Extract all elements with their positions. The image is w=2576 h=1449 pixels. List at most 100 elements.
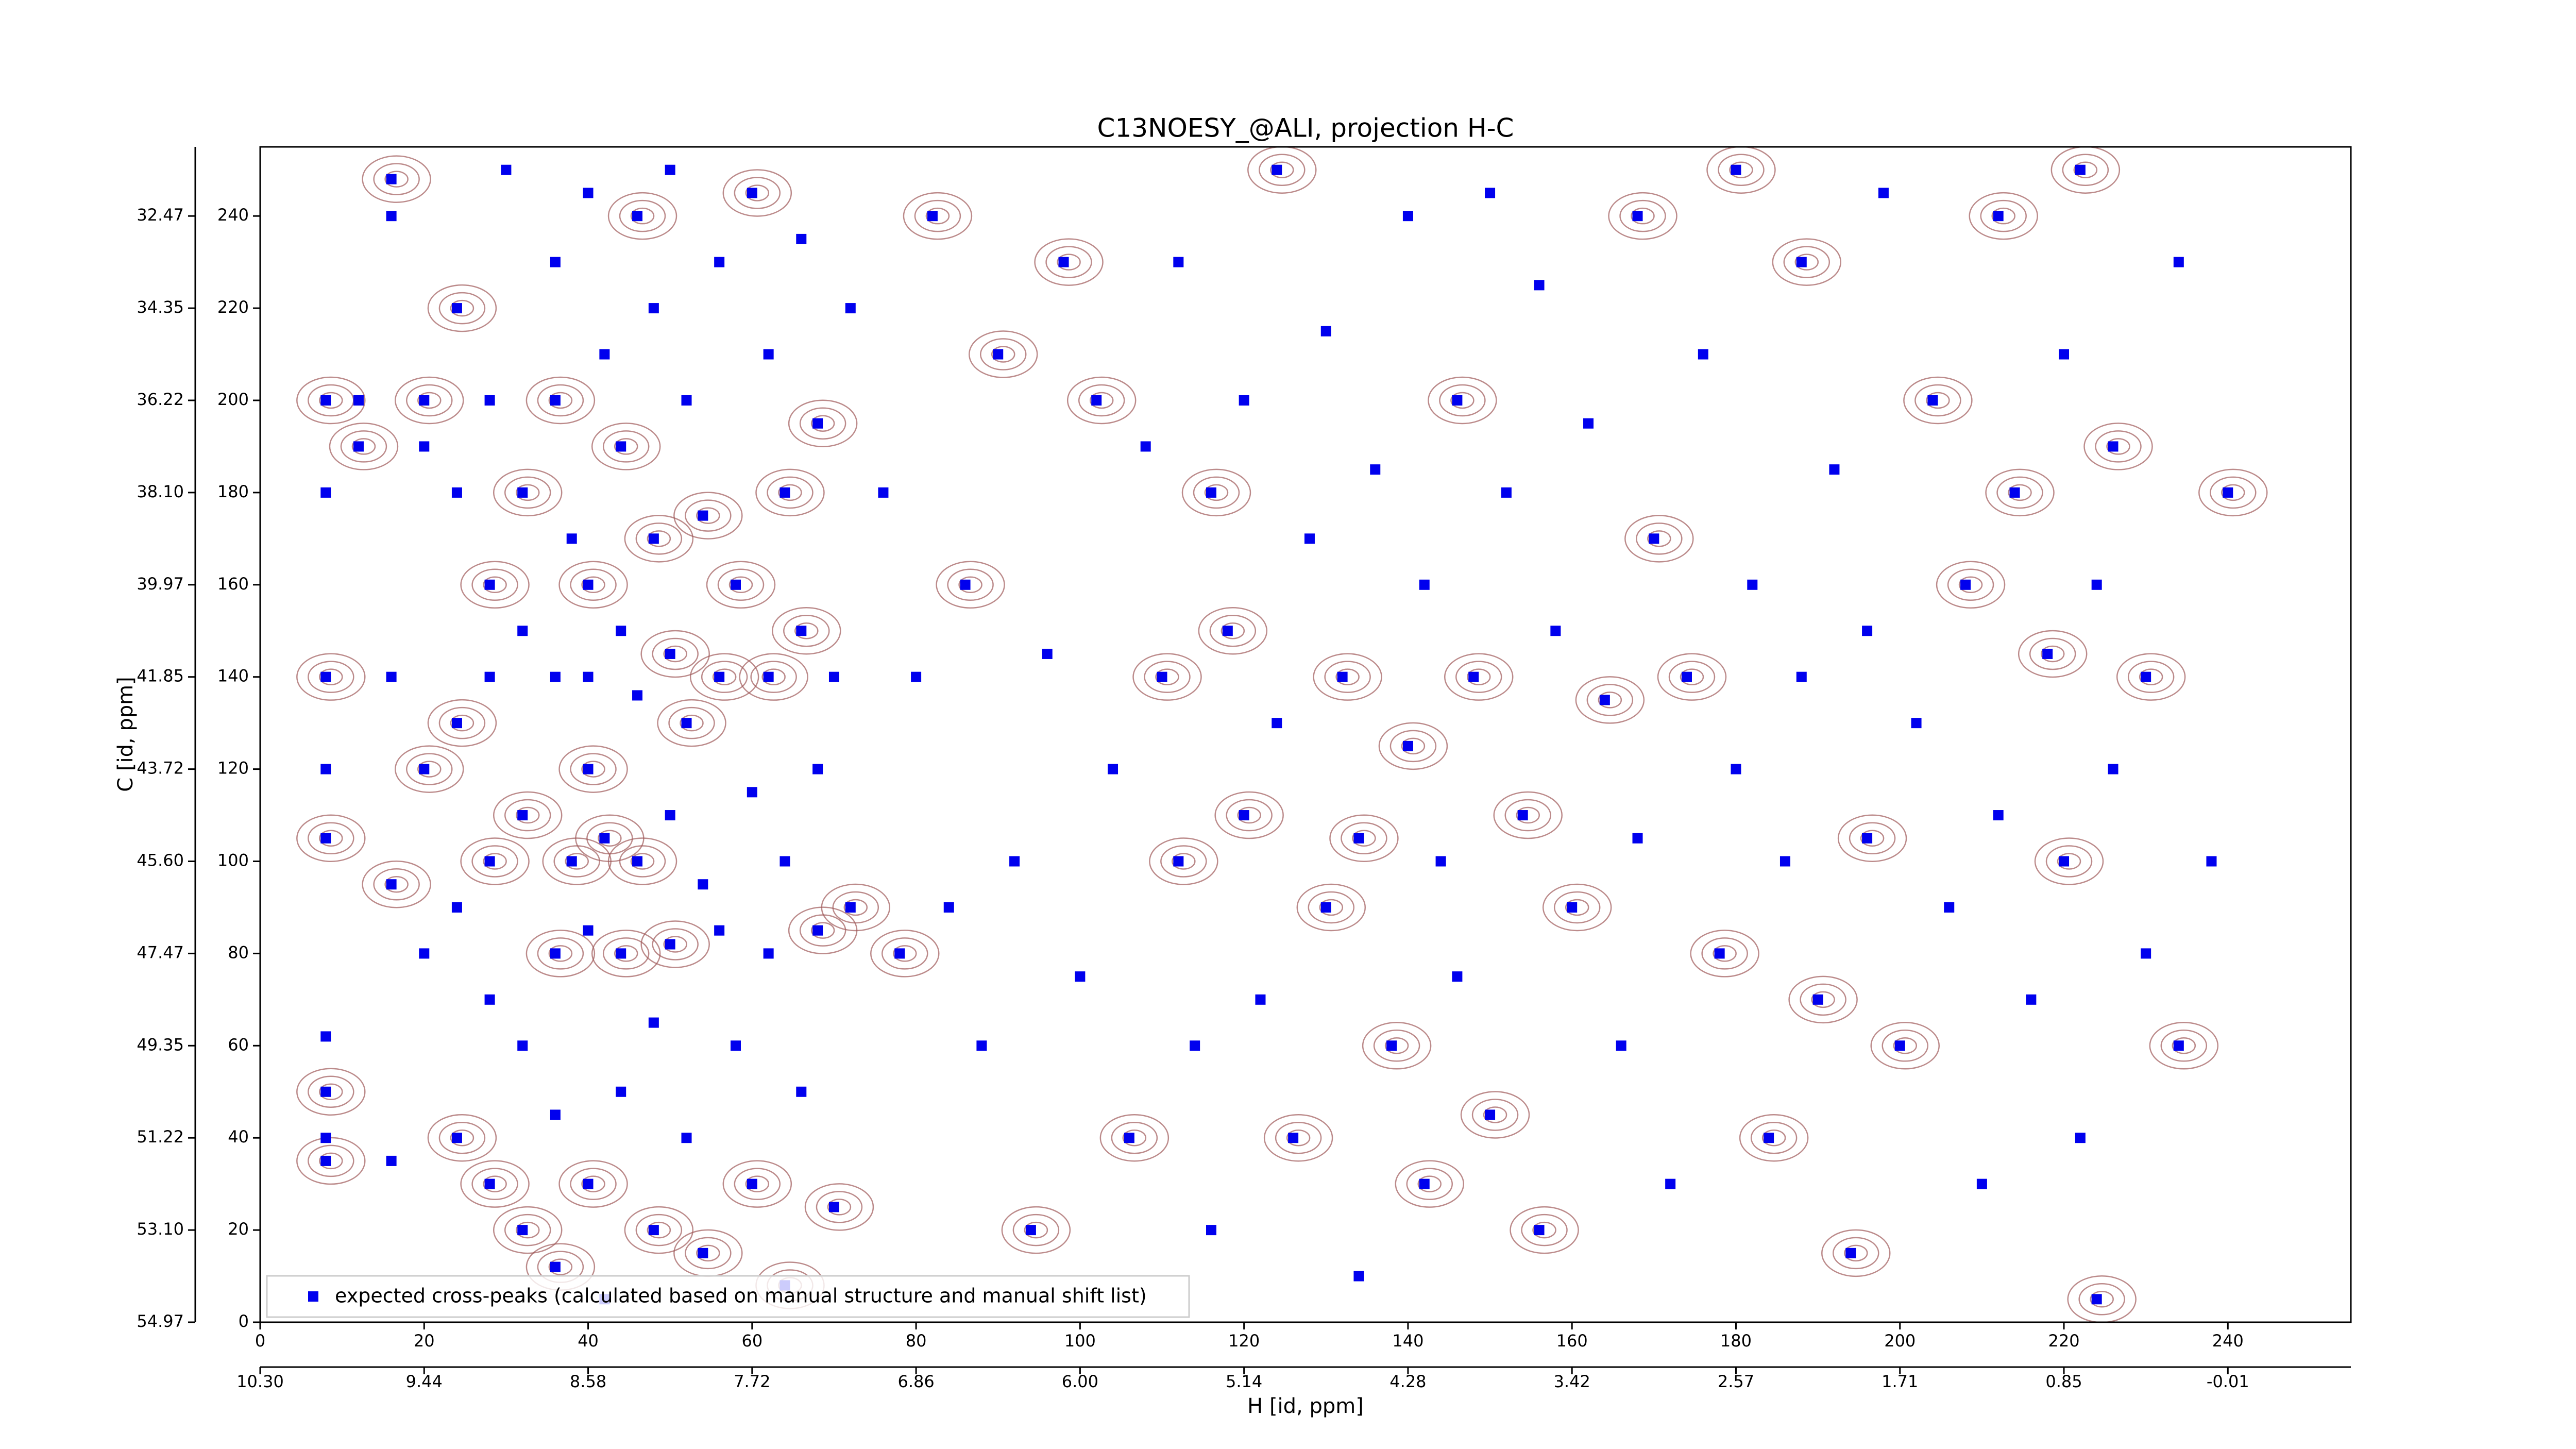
- contour: [1193, 476, 1240, 509]
- point: [320, 1155, 331, 1166]
- contour: [504, 1214, 551, 1246]
- y-tick-label: 240: [217, 205, 249, 225]
- contour: [1631, 207, 1655, 225]
- point: [1976, 1178, 1987, 1189]
- point: [484, 994, 495, 1005]
- contour: [1122, 1129, 1147, 1147]
- x-tick-label: 0: [255, 1331, 265, 1351]
- point: [353, 441, 364, 452]
- contour: [319, 668, 343, 685]
- contour: [2106, 438, 2130, 455]
- contour: [1160, 845, 1207, 878]
- point: [763, 349, 774, 360]
- contour: [427, 699, 497, 747]
- point: [763, 948, 774, 959]
- point: [714, 671, 725, 682]
- contour: [1204, 484, 1229, 501]
- point: [976, 1040, 987, 1051]
- point: [386, 1155, 397, 1166]
- contour: [750, 661, 797, 693]
- contour: [1111, 1121, 1158, 1154]
- point: [1731, 764, 1741, 774]
- contour: [308, 661, 354, 693]
- contour: [903, 192, 973, 240]
- y2-tick-label: 51.22: [137, 1127, 184, 1147]
- contour: [537, 384, 584, 417]
- contour: [1837, 814, 1907, 863]
- point: [583, 1178, 594, 1189]
- point: [681, 395, 692, 406]
- y-tick-label: 200: [217, 390, 249, 409]
- point: [828, 671, 839, 682]
- contour: [689, 653, 759, 701]
- point: [1239, 810, 1249, 821]
- contour: [427, 1114, 497, 1162]
- point: [566, 533, 577, 544]
- contour: [570, 568, 617, 601]
- contour: [2029, 637, 2076, 670]
- point: [484, 1178, 495, 1189]
- contour: [483, 853, 507, 870]
- point: [320, 1031, 331, 1042]
- point: [1402, 740, 1413, 751]
- x2-tick-label: 1.71: [1882, 1372, 1918, 1391]
- contour: [548, 1258, 573, 1275]
- contour: [460, 837, 530, 885]
- point: [1764, 1133, 1774, 1143]
- contour: [2139, 668, 2163, 685]
- point: [698, 1248, 708, 1258]
- points: [320, 164, 2233, 1305]
- point: [828, 1202, 839, 1212]
- contour: [1680, 668, 1704, 685]
- x2-tick-label: 7.72: [734, 1372, 770, 1391]
- contour: [1313, 653, 1382, 701]
- point: [1419, 579, 1430, 590]
- point: [1796, 671, 1807, 682]
- point: [1124, 1133, 1134, 1143]
- contour: [1624, 515, 1694, 563]
- x2-tick-label: -0.01: [2207, 1372, 2249, 1391]
- point: [2042, 648, 2053, 659]
- contour: [1750, 1121, 1798, 1154]
- contour: [1575, 676, 1645, 724]
- contour: [581, 761, 605, 778]
- point: [648, 1017, 659, 1028]
- contour: [296, 653, 366, 701]
- point: [681, 718, 692, 729]
- x-tick-label: 120: [1228, 1331, 1260, 1351]
- x-tick-label: 220: [2048, 1331, 2079, 1351]
- point: [960, 579, 971, 590]
- contour: [1718, 154, 1765, 186]
- contour: [1247, 147, 1317, 194]
- contour: [614, 945, 638, 962]
- contour: [2221, 484, 2245, 501]
- contour: [1521, 1214, 1568, 1246]
- contour: [1713, 945, 1737, 962]
- contour: [329, 423, 399, 470]
- contour: [427, 284, 497, 332]
- x-tick-label: 80: [906, 1331, 927, 1351]
- contour: [1181, 468, 1251, 517]
- legend-marker: [308, 1291, 318, 1302]
- point: [484, 856, 495, 867]
- point: [665, 164, 675, 175]
- contour: [706, 561, 776, 609]
- contour: [1001, 1206, 1071, 1254]
- contour: [614, 438, 638, 455]
- contour: [1504, 799, 1551, 832]
- contour: [647, 1221, 671, 1239]
- plot-frame: [259, 146, 2352, 1323]
- contour: [1078, 384, 1125, 417]
- contour: [2095, 430, 2142, 463]
- point: [484, 671, 495, 682]
- point: [648, 303, 659, 314]
- point: [1583, 418, 1594, 429]
- contour: [635, 1214, 683, 1246]
- y2-tick-label: 38.10: [137, 482, 184, 501]
- contour: [991, 346, 1015, 363]
- contour: [1275, 1121, 1322, 1154]
- point: [1599, 695, 1610, 705]
- point: [320, 487, 331, 498]
- x-tick-label: 140: [1392, 1331, 1423, 1351]
- contour: [1532, 1221, 1556, 1239]
